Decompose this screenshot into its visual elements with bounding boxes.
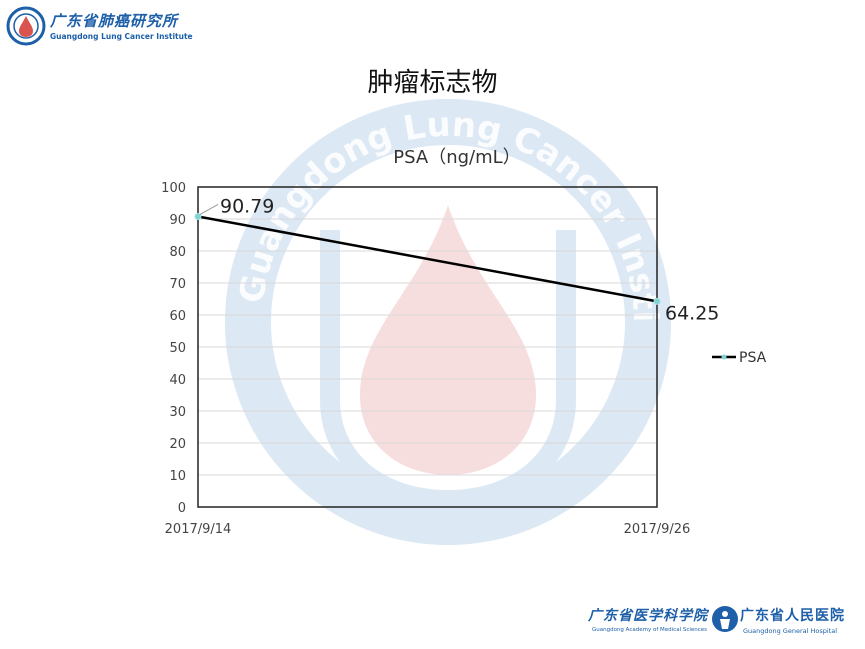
x-tick-label: 2017/9/26: [624, 522, 691, 537]
footer-logos: 广东省医学科学院 Guangdong Academy of Medical Sc…: [588, 603, 860, 643]
hospital-name-en: Guangdong General Hospital: [743, 627, 838, 635]
academy-name-en: Guangdong Academy of Medical Sciences: [592, 627, 708, 633]
legend-marker: [721, 354, 727, 360]
data-label: 90.79: [220, 195, 274, 217]
y-tick-label: 20: [169, 437, 186, 452]
chart-title: PSA（ng/mL）: [393, 147, 520, 168]
y-tick-label: 30: [169, 405, 186, 420]
watermark-drop-shape: [360, 205, 536, 475]
x-tick-label: 2017/9/14: [165, 522, 232, 537]
y-tick-label: 100: [161, 181, 186, 196]
y-tick-label: 90: [169, 213, 186, 228]
y-tick-label: 0: [178, 501, 186, 516]
y-tick-label: 10: [169, 469, 186, 484]
data-point: [653, 297, 661, 305]
series-line-psa: [197, 215, 658, 303]
institute-name-cn: 广东省肺癌研究所: [50, 12, 179, 30]
slide-title: 肿瘤标志物: [367, 68, 498, 98]
watermark-ring: [225, 99, 671, 545]
hospital-name-cn: 广东省人民医院: [740, 608, 845, 624]
data-label-leader: [199, 204, 219, 215]
y-tick-label: 70: [169, 277, 186, 292]
data-point: [194, 212, 202, 220]
institute-name-en: Guangdong Lung Cancer Institute: [50, 32, 193, 41]
academy-name-cn: 广东省医学科学院: [588, 608, 708, 624]
institute-logo: 广东省肺癌研究所 Guangdong Lung Cancer Institute: [6, 6, 196, 46]
y-tick-label: 80: [169, 245, 186, 260]
y-tick-label: 40: [169, 373, 186, 388]
legend-label: PSA: [739, 350, 767, 366]
institute-emblem-icon: [6, 6, 46, 46]
plot-area-border: [197, 186, 658, 508]
hospital-emblem-icon: [712, 606, 738, 632]
y-tick-label: 50: [169, 341, 186, 356]
y-tick-label: 60: [169, 309, 186, 324]
data-label: 64.25: [665, 302, 719, 324]
